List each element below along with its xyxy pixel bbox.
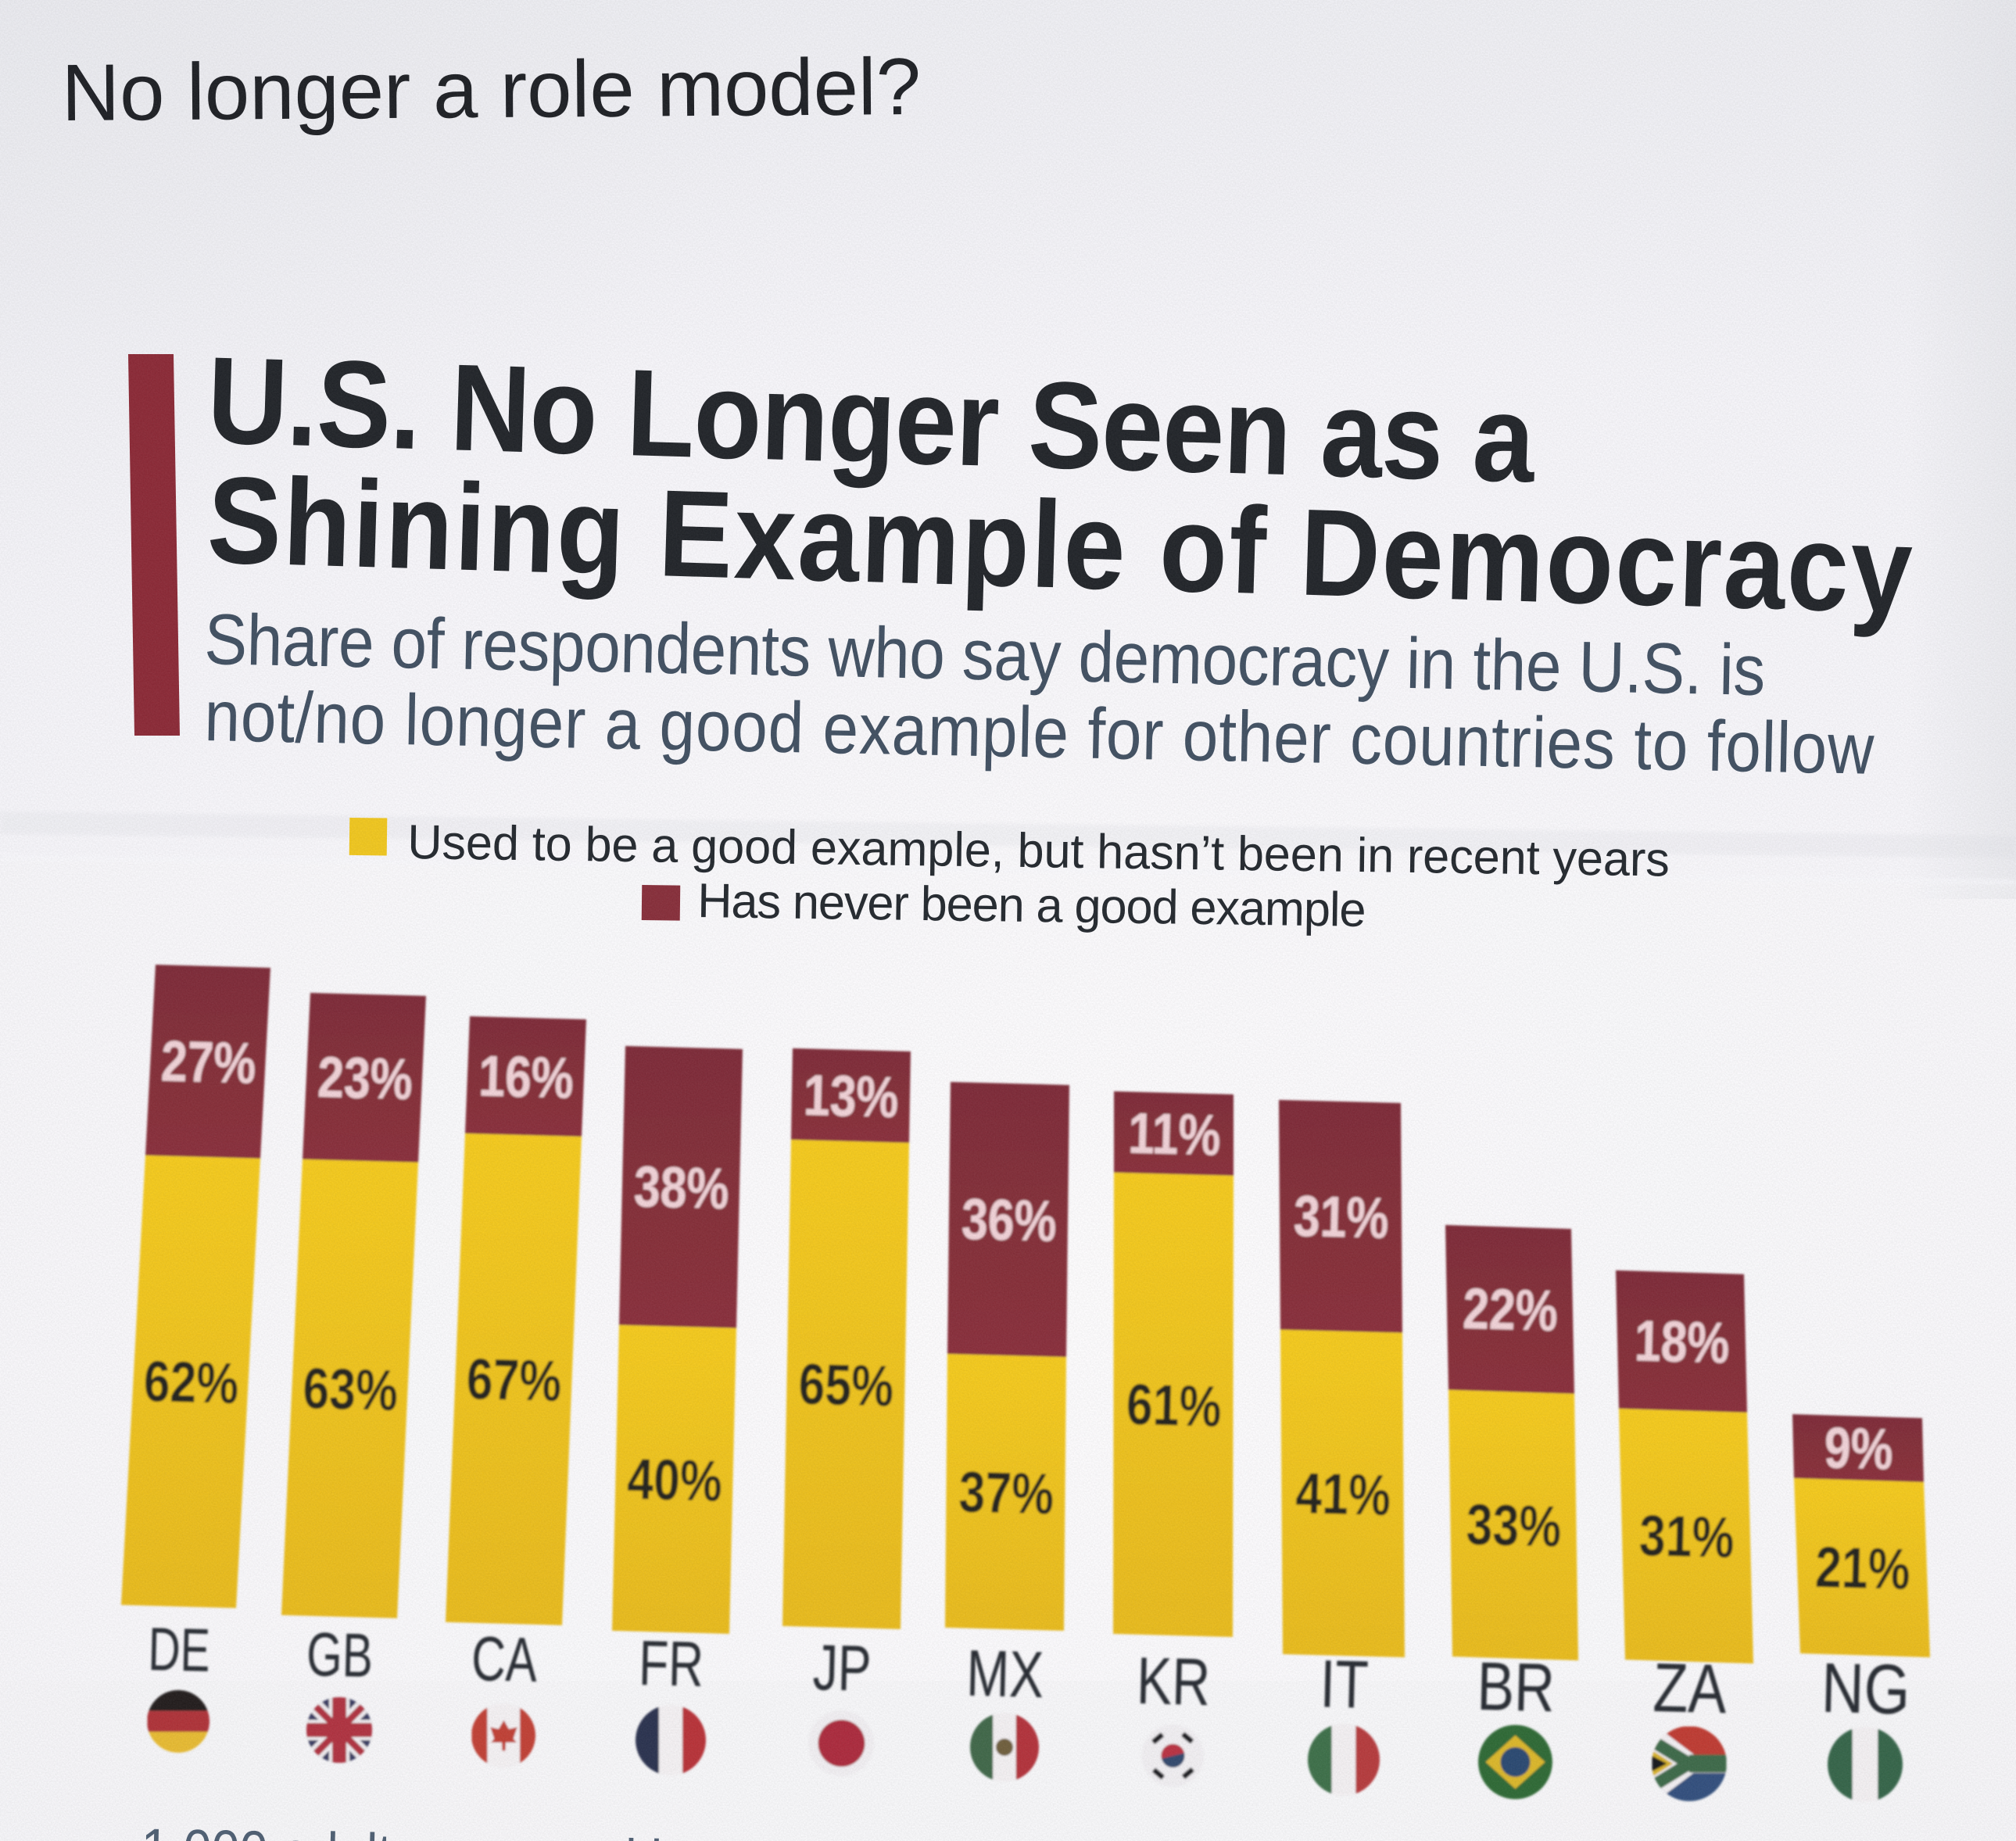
svg-text:23%: 23% <box>317 1045 414 1112</box>
svg-text:Has never been a good example: Has never been a good example <box>697 874 1366 937</box>
svg-text:No longer a role model?: No longer a role model? <box>61 41 921 138</box>
svg-text:27%: 27% <box>160 1030 257 1096</box>
svg-text:JP: JP <box>812 1631 872 1705</box>
svg-text:22%: 22% <box>1462 1277 1559 1344</box>
svg-text:62%: 62% <box>143 1349 240 1416</box>
svg-text:BR: BR <box>1476 1648 1556 1726</box>
svg-text:37%: 37% <box>958 1460 1055 1527</box>
svg-text:21%: 21% <box>1814 1535 1911 1602</box>
svg-text:FR: FR <box>638 1628 704 1700</box>
svg-text:33%: 33% <box>1466 1493 1563 1560</box>
svg-text:31%: 31% <box>1638 1504 1735 1571</box>
svg-text:36%: 36% <box>961 1187 1058 1254</box>
svg-text:13%: 13% <box>803 1063 900 1130</box>
svg-text:DE: DE <box>148 1615 211 1685</box>
svg-text:65%: 65% <box>798 1352 895 1419</box>
svg-text:CA: CA <box>471 1624 538 1696</box>
svg-text:31%: 31% <box>1293 1184 1390 1251</box>
svg-text:63%: 63% <box>302 1356 399 1423</box>
svg-text:41%: 41% <box>1294 1462 1391 1528</box>
svg-text:IT: IT <box>1320 1646 1370 1722</box>
svg-text:16%: 16% <box>478 1044 575 1111</box>
svg-text:KR: KR <box>1136 1643 1211 1719</box>
svg-text:40%: 40% <box>626 1447 723 1513</box>
svg-text:38%: 38% <box>633 1155 730 1221</box>
svg-text:11%: 11% <box>1127 1101 1221 1168</box>
svg-text:9%: 9% <box>1824 1417 1894 1482</box>
svg-text:NG: NG <box>1821 1648 1911 1728</box>
svg-text:MX: MX <box>965 1636 1044 1711</box>
svg-text:18%: 18% <box>1634 1309 1731 1376</box>
svg-text:61%: 61% <box>1126 1373 1223 1439</box>
svg-text:ZA: ZA <box>1653 1649 1728 1728</box>
svg-text:67%: 67% <box>466 1347 563 1413</box>
svg-text:GB: GB <box>306 1619 374 1690</box>
